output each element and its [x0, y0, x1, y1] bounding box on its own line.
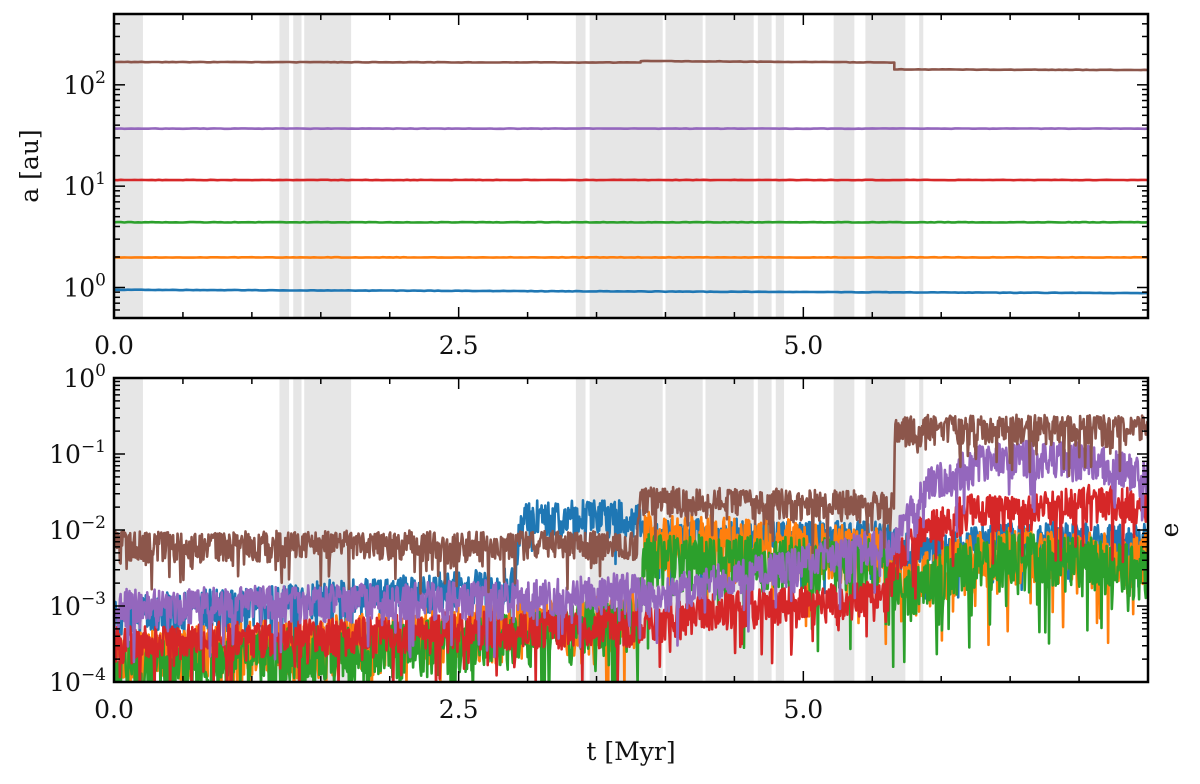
shaded-interval — [293, 378, 302, 682]
x-ticks: 0.0 2.5 5.0 — [94, 14, 1149, 360]
shaded-interval — [757, 14, 772, 318]
shaded-interval — [775, 14, 785, 318]
shaded-interval — [589, 14, 663, 318]
plot-frame — [112, 12, 1150, 320]
shaded-intervals — [114, 14, 924, 318]
y-tick-label: 100 — [63, 270, 106, 302]
shaded-interval — [279, 14, 290, 318]
shaded-interval — [575, 378, 586, 682]
x-tick-label: 0.0 — [94, 331, 134, 360]
series-line-6 — [114, 413, 1148, 595]
series-line-2 — [114, 255, 1148, 260]
x-tick-label: 0.0 — [94, 695, 134, 724]
x-tick-label: 5.0 — [783, 331, 823, 360]
x-axis-label: t [Myr] — [586, 737, 675, 766]
y-ticks: 10−4 10−3 10−2 10−1 100 — [49, 361, 1148, 697]
y-axis-label: e — [1155, 523, 1184, 538]
shaded-interval — [293, 14, 302, 318]
x-ticks: 0.0 2.5 5.0 — [94, 378, 1149, 724]
series-line-6 — [114, 59, 1148, 72]
eccentricity-panel: 0.0 2.5 5.0 10−4 10−3 10−2 10−1 100 e t [Myr] — [49, 361, 1184, 766]
series-line-1 — [114, 288, 1148, 295]
y-tick-label: 10−3 — [49, 589, 106, 621]
series-group — [114, 59, 1148, 295]
y-tick-label: 10−4 — [49, 665, 106, 697]
x-tick-label: 2.5 — [439, 695, 479, 724]
shaded-interval — [919, 14, 924, 318]
x-tick-label: 2.5 — [439, 331, 479, 360]
series-group — [114, 413, 1148, 682]
y-axis-label: a [au] — [15, 129, 44, 202]
x-tick-label: 5.0 — [783, 695, 823, 724]
y-tick-label: 102 — [63, 68, 106, 100]
shaded-interval — [833, 14, 855, 318]
shaded-interval — [665, 14, 703, 318]
shaded-interval — [114, 14, 143, 318]
shaded-interval — [705, 14, 754, 318]
shaded-interval — [279, 378, 290, 682]
y-tick-label: 100 — [63, 361, 106, 393]
semi-major-axis-panel: 0.0 2.5 5.0 100 101 102 a [au] — [15, 12, 1150, 360]
shaded-interval — [304, 14, 352, 318]
y-tick-label: 10−2 — [49, 513, 106, 545]
series-line-4 — [114, 483, 1148, 682]
y-ticks: 100 101 102 — [63, 13, 1148, 319]
shaded-interval — [865, 14, 906, 318]
shaded-interval — [575, 14, 586, 318]
y-tick-label: 10−1 — [49, 437, 106, 469]
y-tick-label: 101 — [63, 169, 106, 201]
